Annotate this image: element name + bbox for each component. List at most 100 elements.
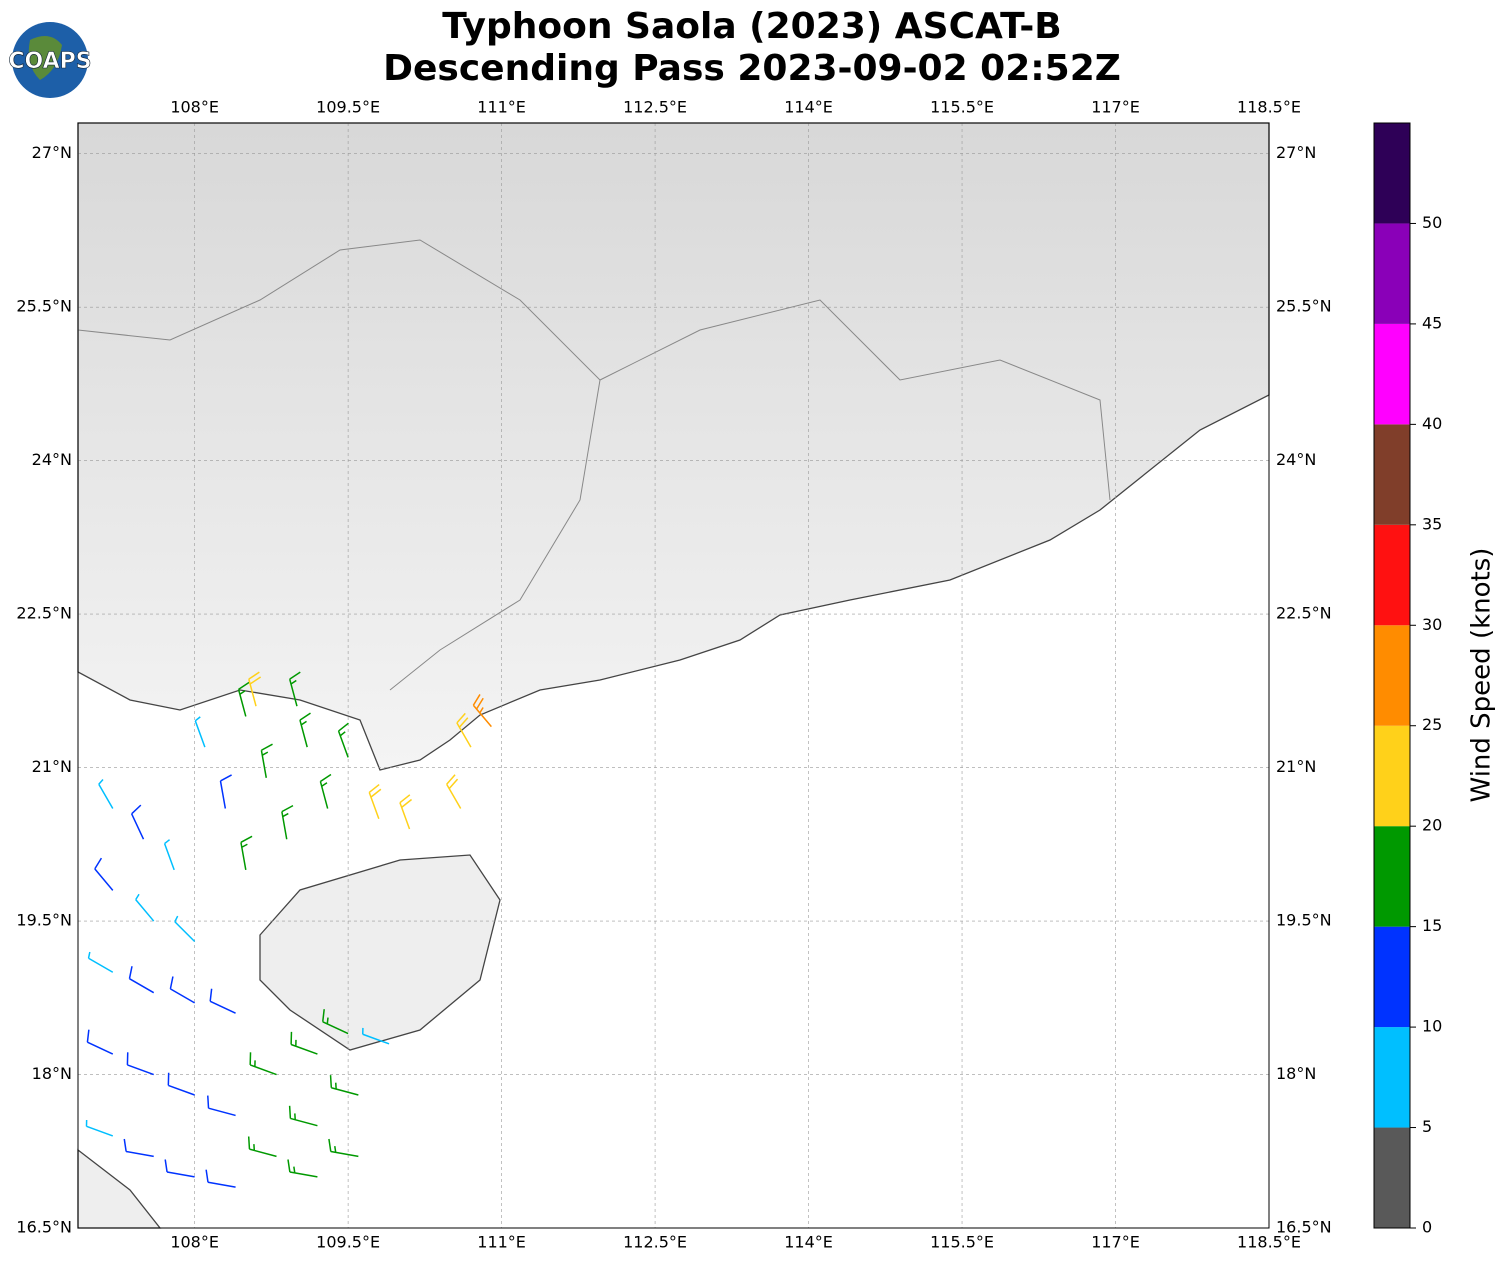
wind-barb [174, 915, 196, 943]
y-tick-label: 16.5°N [16, 1218, 72, 1237]
colorbar-segment [1374, 926, 1410, 1028]
y-tick-label: 19.5°N [16, 911, 72, 930]
logo: COAPS [8, 22, 92, 98]
x-tick-label: 108°E [170, 98, 219, 117]
wind-barb [399, 794, 413, 830]
x-tick-label: 109.5°E [316, 1233, 380, 1252]
x-tick-label: 117°E [1091, 1233, 1140, 1252]
wind-barb [248, 671, 262, 707]
colorbar-segment [1374, 123, 1410, 224]
y-tick-label: 21°N [1276, 757, 1316, 776]
y-tick-label: 24°N [32, 450, 72, 469]
colorbar-frame [1373, 122, 1411, 1229]
colorbar-tick-label: 15 [1422, 916, 1442, 935]
colorbar: 0 5 10 15 20 25 30 35 40 45 50 [1373, 122, 1442, 1237]
colorbar-tick-label: 25 [1422, 715, 1442, 734]
wind-barb [361, 1027, 390, 1045]
wind-barb [328, 1138, 359, 1158]
x-tick-label: 118.5°E [1237, 1233, 1301, 1252]
y-tick-label: 21°N [32, 757, 72, 776]
wind-barb [456, 712, 472, 748]
wind-barb [237, 681, 250, 717]
wind-barb [163, 839, 175, 871]
wind-barb [205, 1169, 236, 1188]
wind-barb [368, 783, 382, 819]
wind-barb [207, 1095, 236, 1117]
map [77, 122, 1270, 1229]
wind-barb [287, 1159, 318, 1178]
wind-barb [130, 804, 145, 840]
wind-barb [260, 743, 273, 778]
wind-barb [299, 712, 311, 748]
wind-barb [249, 1052, 277, 1076]
y-tick-label: 18°N [32, 1064, 72, 1083]
y-tick-label: 19.5°N [1276, 911, 1332, 930]
y-tick-label: 25.5°N [1276, 297, 1332, 316]
colorbar-segment [1374, 625, 1410, 726]
wind-barb [281, 804, 294, 840]
x-tick-label: 114°E [784, 98, 833, 117]
colorbar-segment [1374, 1027, 1410, 1128]
colorbar-segment [1374, 826, 1410, 927]
colorbar-segment [1374, 524, 1410, 626]
colorbar-segment [1374, 323, 1410, 425]
wind-barb [219, 774, 232, 809]
title-line: Typhoon Saola (2023) ASCAT-B [442, 6, 1061, 47]
colorbar-tick-label: 35 [1422, 514, 1442, 533]
y-tick-label: 27°N [1276, 143, 1316, 162]
border [77, 239, 1111, 691]
x-tick-label: 109.5°E [316, 98, 380, 117]
colorbar-tick-label: 10 [1422, 1017, 1442, 1036]
colorbar-label: Wind Speed (knots) [1467, 548, 1497, 803]
colorbar-tick-label: 45 [1422, 313, 1442, 332]
y-tick-label: 27°N [32, 143, 72, 162]
wind-barb [319, 773, 332, 809]
x-tick-label: 115.5°E [930, 98, 994, 117]
wind-barb [337, 722, 349, 758]
y-tick-label: 16.5°N [1276, 1218, 1332, 1237]
colorbar-segment [1374, 725, 1410, 827]
wind-barb [94, 857, 114, 891]
map-frame [77, 122, 1270, 1229]
land [77, 122, 1270, 771]
colorbar-segment [1374, 1127, 1410, 1228]
colorbar-segment [1374, 223, 1410, 324]
wind-barb [123, 1138, 154, 1158]
wind-barb [472, 694, 492, 728]
title-line: Descending Pass 2023-09-02 02:52Z [383, 48, 1121, 89]
wind-barb [288, 1105, 318, 1127]
wind-barb [135, 893, 155, 922]
wind-barb [87, 951, 114, 973]
wind-barb [329, 1075, 359, 1096]
wind-barb [164, 1159, 195, 1178]
wind-barb [288, 671, 301, 707]
x-tick-label: 118.5°E [1237, 98, 1301, 117]
colorbar-tick-label: 0 [1422, 1218, 1432, 1237]
x-tick-label: 114°E [784, 1233, 833, 1252]
wind-barb [240, 835, 253, 871]
colorbar-tick-label: 40 [1422, 414, 1442, 433]
colorbar-segment [1374, 424, 1410, 525]
x-tick-label: 111°E [477, 98, 526, 117]
wind-barb [128, 966, 155, 994]
wind-barb [247, 1136, 277, 1158]
colorbar-tick-label: 5 [1422, 1117, 1432, 1136]
y-tick-label: 24°N [1276, 450, 1316, 469]
logo-text: COAPS [8, 49, 91, 74]
colorbar-tick-label: 30 [1422, 615, 1442, 634]
x-tick-label: 115.5°E [930, 1233, 994, 1252]
colorbar-tick-label: 20 [1422, 816, 1442, 835]
wind-barb [194, 716, 206, 748]
x-tick-label: 112.5°E [623, 98, 687, 117]
wind-barb [290, 1031, 318, 1055]
wind-barb [85, 1119, 114, 1137]
wind-barb [86, 1029, 114, 1055]
wind-barb [322, 1009, 349, 1035]
y-tick-label: 18°N [1276, 1064, 1316, 1083]
y-tick-label: 25.5°N [16, 297, 72, 316]
plot-layer: 108°E 108°E 109.5°E 109.5°E 111°E 111°E 112.5°… [16, 98, 1442, 1252]
wind-barb [98, 779, 114, 809]
wind-barb [169, 976, 196, 1004]
x-tick-label: 111°E [477, 1233, 526, 1252]
